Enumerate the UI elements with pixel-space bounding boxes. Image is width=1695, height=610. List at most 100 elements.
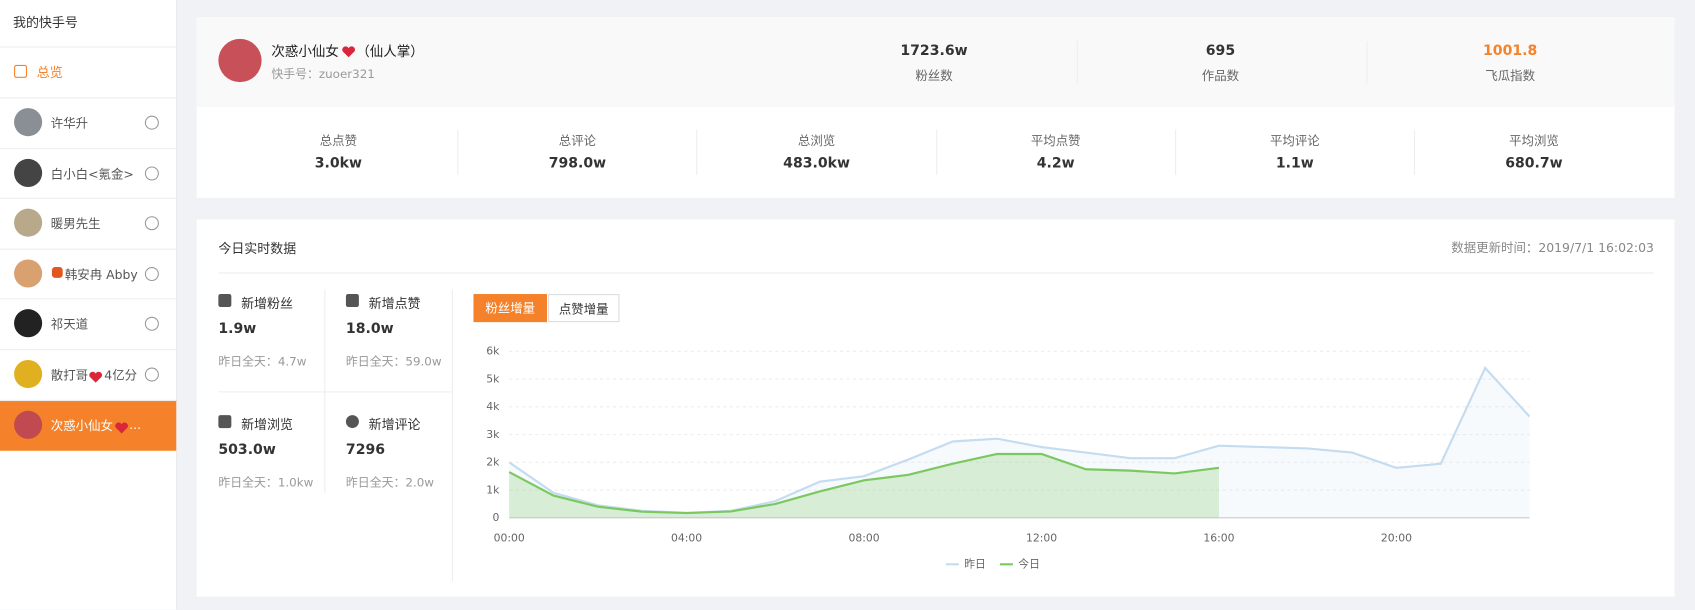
- profile-name: 次惑小仙女: [271, 43, 339, 60]
- section-title: 今日实时数据: [218, 241, 297, 257]
- x-tick-label: 04:00: [671, 532, 702, 545]
- account-row[interactable]: [0, 248, 177, 299]
- item-icon: [218, 294, 232, 308]
- account-suffix: ...: [129, 416, 142, 432]
- total-value: 3.0kw: [314, 155, 362, 172]
- heart-icon: [114, 418, 128, 434]
- item-label: 新增评论: [368, 417, 421, 433]
- x-tick-label: 12:00: [1026, 532, 1057, 545]
- divider: [696, 129, 698, 176]
- avatar: [14, 208, 43, 237]
- item-icon: [345, 415, 359, 429]
- y-tick-label: 2k: [486, 456, 500, 469]
- x-tick-label: 00:00: [494, 532, 525, 545]
- update-time: 数据更新时间：2019/7/1 16:02:03: [1451, 239, 1654, 256]
- divider: [218, 272, 1654, 274]
- more-button[interactable]: [144, 266, 159, 281]
- stat-label: 作品数: [1201, 68, 1240, 84]
- heart-shape: [341, 46, 355, 58]
- y-tick-label: 5k: [486, 372, 500, 385]
- profile-id: 快手号：zuoer321: [271, 67, 375, 82]
- profile-avatar: [218, 38, 262, 83]
- total-value: 1.1w: [1275, 155, 1314, 172]
- total-value: 798.0w: [548, 155, 607, 172]
- account-row[interactable]: [0, 97, 177, 148]
- item-label: 新增粉丝: [241, 296, 293, 312]
- account-row[interactable]: [0, 147, 177, 199]
- account-name: 暖男先生: [50, 216, 101, 232]
- heart-shape: [114, 422, 128, 434]
- tab[interactable]: 点赞增量: [548, 294, 620, 323]
- avatar: [14, 259, 43, 288]
- item-yesterday: 昨日全天：4.7w: [218, 354, 307, 369]
- account-name: 次惑小仙女: [50, 417, 113, 434]
- item-label: 新增点赞: [368, 296, 421, 312]
- y-tick-label: 0: [493, 511, 500, 524]
- item-label: 新增浏览: [241, 417, 293, 433]
- stat-value: 1723.6w: [900, 43, 968, 60]
- x-tick-label: 08:00: [849, 532, 880, 545]
- heart-shape: [89, 371, 103, 383]
- item-icon: [345, 294, 359, 308]
- item-icon: [218, 415, 232, 429]
- realtime-card: [196, 219, 1675, 597]
- account-row[interactable]: [0, 198, 177, 249]
- sidebar-title: 我的快手号: [12, 15, 78, 31]
- sidebar: [0, 0, 178, 610]
- more-button[interactable]: [144, 166, 159, 181]
- divider: [1174, 129, 1176, 176]
- more-button[interactable]: [144, 115, 159, 130]
- profile-tag: （仙人掌）: [356, 43, 424, 60]
- divider: [935, 129, 937, 176]
- stat-value: 1001.8: [1483, 43, 1538, 60]
- total-value: 680.7w: [1505, 155, 1563, 172]
- divider: [0, 46, 177, 48]
- avatar: [14, 158, 43, 187]
- account-name: 散打哥: [50, 367, 89, 383]
- profile-header: [196, 17, 1675, 108]
- item-value: 7296: [345, 442, 386, 459]
- item-value: 1.9w: [218, 321, 257, 338]
- avatar: [14, 410, 43, 439]
- account-suffix: 4亿分: [104, 367, 138, 383]
- item-value: 18.0w: [345, 321, 394, 338]
- divider: [451, 289, 453, 582]
- stat-value: 695: [1205, 43, 1236, 60]
- divider: [218, 391, 452, 393]
- more-button[interactable]: [144, 317, 159, 332]
- item-value: 503.0w: [218, 442, 276, 459]
- avatar: [14, 359, 43, 389]
- more-button[interactable]: [144, 367, 159, 382]
- divider: [1366, 41, 1368, 85]
- account-row[interactable]: [0, 298, 177, 350]
- divider: [1413, 129, 1416, 176]
- item-yesterday: 昨日全天：2.0w: [345, 475, 435, 490]
- divider: [457, 129, 459, 176]
- series-area: [509, 453, 1219, 518]
- total-label: 总评论: [558, 132, 597, 149]
- y-tick-label: 3k: [486, 428, 500, 441]
- more-button[interactable]: [144, 216, 159, 231]
- series-line: [508, 452, 1220, 515]
- divider: [324, 289, 326, 493]
- divider: [1076, 41, 1078, 85]
- account-name: 韩安冉 Abby: [64, 266, 138, 282]
- overview-link[interactable]: 总览: [36, 64, 63, 80]
- avatar: [14, 309, 43, 338]
- total-label: 总点赞: [319, 132, 358, 149]
- tab[interactable]: 粉丝增量: [473, 294, 547, 323]
- y-tick-label: 4k: [486, 400, 500, 413]
- x-tick-label: 16:00: [1203, 532, 1234, 545]
- item-yesterday: 昨日全天：1.0kw: [218, 475, 314, 490]
- account-row[interactable]: [0, 349, 177, 400]
- heart-icon: [89, 368, 103, 383]
- y-tick-label: 1k: [486, 483, 500, 496]
- total-value: 4.2w: [1036, 155, 1075, 172]
- total-label: 总浏览: [797, 132, 836, 149]
- badge-icon: [51, 266, 63, 278]
- total-label: 平均点赞: [1030, 132, 1081, 149]
- profile-card: [196, 17, 1675, 198]
- overview-icon: [14, 64, 28, 78]
- avatar: [14, 108, 43, 137]
